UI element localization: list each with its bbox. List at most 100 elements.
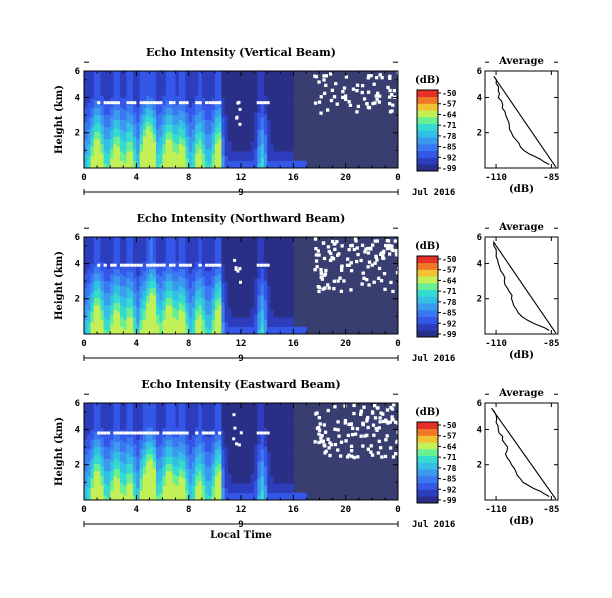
heatmap-cell bbox=[178, 302, 183, 306]
heatmap-cell bbox=[172, 153, 176, 157]
heatmap-cell bbox=[201, 239, 206, 243]
heatmap-cell bbox=[133, 237, 137, 240]
heatmap-cell bbox=[290, 109, 294, 113]
heatmap-cell bbox=[254, 309, 258, 313]
heatmap-cell bbox=[159, 307, 163, 311]
heatmap-cell bbox=[90, 126, 95, 130]
heatmap-cell bbox=[195, 258, 199, 262]
heatmap-cell bbox=[126, 314, 131, 318]
heatmap-cell bbox=[123, 71, 127, 74]
heatmap-cell bbox=[159, 85, 163, 89]
heatmap-cell bbox=[87, 104, 91, 108]
heatmap-cell bbox=[133, 280, 137, 284]
heatmap-cell bbox=[276, 158, 281, 162]
heatmap-cell bbox=[93, 146, 98, 149]
heatmap-cell bbox=[241, 126, 245, 130]
heatmap-cell bbox=[208, 295, 212, 299]
heatmap-cell bbox=[231, 131, 235, 135]
heatmap-cell bbox=[106, 80, 111, 84]
heatmap-cell bbox=[224, 83, 229, 86]
heatmap-cell bbox=[218, 163, 222, 166]
heatmap-cell bbox=[237, 126, 242, 130]
heatmap-cell bbox=[165, 131, 170, 135]
heatmap-cell bbox=[218, 143, 222, 147]
heatmap-cell bbox=[250, 287, 255, 291]
heatmap-cell bbox=[237, 290, 242, 294]
heatmap-cell bbox=[155, 307, 160, 311]
heatmap-cell bbox=[234, 119, 239, 123]
heatmap-cell bbox=[155, 117, 160, 120]
heatmap-cell bbox=[93, 241, 98, 245]
heatmap-cell bbox=[146, 109, 150, 113]
heatmap-cell bbox=[283, 92, 288, 96]
heatmap-cell bbox=[136, 295, 140, 299]
heatmap-cell bbox=[113, 71, 118, 74]
heatmap-cell bbox=[129, 292, 134, 296]
heatmap-cell bbox=[188, 266, 193, 269]
heatmap-cell bbox=[188, 109, 193, 113]
heatmap-cell bbox=[123, 90, 127, 94]
heatmap-cell bbox=[93, 107, 98, 111]
heatmap-cell bbox=[106, 75, 111, 79]
heatmap-cell bbox=[247, 75, 252, 79]
heatmap-cell bbox=[182, 256, 186, 260]
heatmap-cell bbox=[119, 87, 124, 91]
heatmap-cell bbox=[195, 129, 199, 133]
heatmap-cell bbox=[227, 107, 232, 111]
heatmap-cell bbox=[90, 143, 95, 147]
heatmap-cell bbox=[241, 83, 245, 86]
heatmap-cell bbox=[87, 263, 91, 267]
heatmap-cell bbox=[250, 253, 255, 257]
heatmap-cell bbox=[146, 80, 150, 84]
heatmap-cell bbox=[136, 268, 140, 272]
heatmap-cell bbox=[195, 244, 199, 248]
heatmap-cell bbox=[119, 136, 124, 140]
heatmap-cell bbox=[214, 143, 219, 147]
heatmap-cell bbox=[263, 71, 268, 74]
heatmap-cell bbox=[93, 270, 98, 274]
heatmap-cell bbox=[234, 283, 239, 286]
heatmap-cell bbox=[155, 138, 160, 142]
heatmap-cell bbox=[250, 119, 255, 123]
heatmap-cell bbox=[152, 246, 157, 250]
heatmap-cell bbox=[106, 309, 111, 313]
heatmap-cell bbox=[270, 102, 275, 106]
missing-data-cell bbox=[388, 102, 392, 106]
heatmap-cell bbox=[97, 253, 101, 257]
heatmap-cell bbox=[286, 97, 291, 101]
heatmap-cell bbox=[224, 317, 229, 320]
heatmap-cell bbox=[283, 78, 288, 82]
heatmap-cell bbox=[237, 309, 242, 313]
heatmap-cell bbox=[214, 97, 219, 101]
heatmap-cell bbox=[84, 71, 88, 74]
heatmap-cell bbox=[224, 290, 229, 294]
heatmap-cell bbox=[254, 143, 258, 147]
heatmap-cell bbox=[201, 92, 206, 96]
heatmap-cell bbox=[257, 329, 262, 332]
heatmap-cell bbox=[169, 239, 173, 243]
echo-layer-mark bbox=[266, 101, 270, 105]
heatmap-cell bbox=[178, 163, 183, 166]
missing-data-cell bbox=[322, 78, 326, 82]
heatmap-cell bbox=[139, 278, 144, 282]
heatmap-cell bbox=[234, 249, 239, 252]
heatmap-cell bbox=[247, 124, 252, 128]
heatmap-cell bbox=[234, 261, 239, 265]
heatmap-cell bbox=[139, 244, 144, 248]
heatmap-cell bbox=[178, 104, 183, 108]
heatmap-cell bbox=[263, 129, 268, 133]
heatmap-cell bbox=[169, 165, 173, 168]
heatmap-cell bbox=[214, 273, 219, 277]
heatmap-cell bbox=[106, 241, 111, 245]
heatmap-cell bbox=[126, 131, 131, 135]
heatmap-cell bbox=[142, 295, 147, 299]
heatmap-cell bbox=[123, 165, 127, 168]
heatmap-cell bbox=[224, 126, 229, 130]
echo-layer-mark bbox=[260, 101, 264, 105]
heatmap-cell bbox=[152, 78, 157, 82]
heatmap-cell bbox=[116, 112, 121, 116]
heatmap-cell bbox=[152, 300, 157, 303]
heatmap-cell bbox=[263, 114, 268, 118]
heatmap-cell bbox=[185, 112, 190, 116]
heatmap-cell bbox=[110, 119, 114, 123]
